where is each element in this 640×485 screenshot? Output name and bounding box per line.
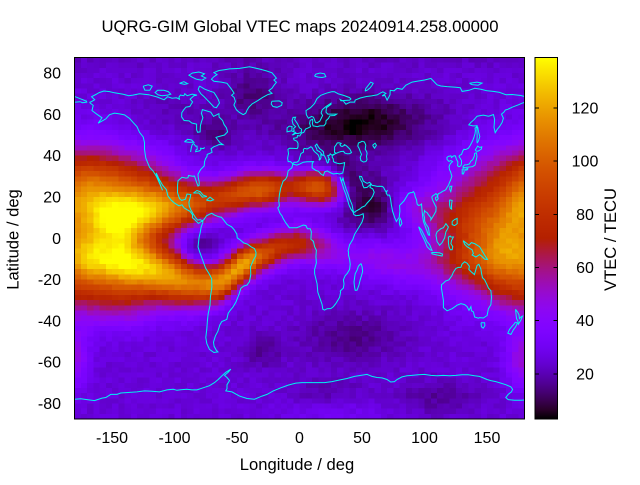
svg-text:120: 120 bbox=[572, 101, 599, 118]
svg-text:-80: -80 bbox=[38, 396, 61, 413]
svg-text:Longitude / deg: Longitude / deg bbox=[240, 455, 354, 474]
svg-text:40: 40 bbox=[43, 148, 61, 165]
svg-text:60: 60 bbox=[43, 107, 61, 124]
svg-text:50: 50 bbox=[353, 430, 371, 447]
svg-text:60: 60 bbox=[576, 260, 594, 277]
svg-text:Latitude / deg: Latitude / deg bbox=[4, 189, 23, 290]
svg-text:-150: -150 bbox=[96, 430, 128, 447]
svg-text:0: 0 bbox=[52, 231, 61, 248]
svg-text:UQRG-GIM Global VTEC maps 2024: UQRG-GIM Global VTEC maps 20240914.258.0… bbox=[102, 17, 499, 36]
svg-text:100: 100 bbox=[572, 154, 599, 171]
svg-text:20: 20 bbox=[576, 366, 594, 383]
svg-text:80: 80 bbox=[43, 65, 61, 82]
svg-text:-60: -60 bbox=[38, 355, 61, 372]
svg-text:-100: -100 bbox=[158, 430, 190, 447]
svg-text:40: 40 bbox=[576, 313, 594, 330]
svg-text:100: 100 bbox=[411, 430, 438, 447]
svg-text:80: 80 bbox=[576, 207, 594, 224]
svg-text:-20: -20 bbox=[38, 272, 61, 289]
svg-text:-40: -40 bbox=[38, 313, 61, 330]
svg-text:0: 0 bbox=[295, 430, 304, 447]
svg-text:-50: -50 bbox=[225, 430, 248, 447]
svg-text:20: 20 bbox=[43, 189, 61, 206]
svg-text:VTEC / TECU: VTEC / TECU bbox=[601, 188, 620, 291]
svg-text:150: 150 bbox=[474, 430, 501, 447]
